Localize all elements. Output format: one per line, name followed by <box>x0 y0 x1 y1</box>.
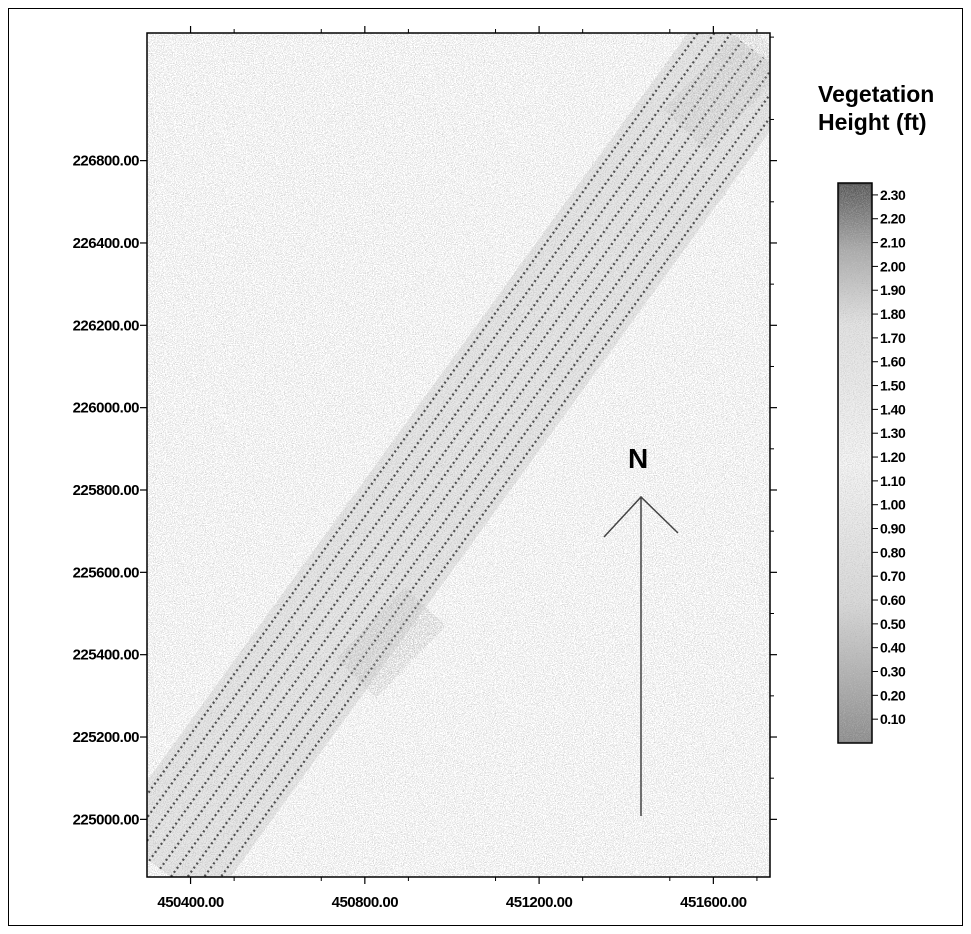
plot-area <box>146 32 771 878</box>
legend-tick-label: 1.50 <box>880 378 906 394</box>
y-tick-label: 226800.00 <box>73 153 140 170</box>
legend-ticks: 2.30 2.20 2.10 2.00 1.90 1.80 1.70 1.60 1.50 1.40… <box>872 187 906 727</box>
legend-colorbar-grain <box>840 185 870 741</box>
y-tick-label: 226200.00 <box>73 317 140 334</box>
legend-tick-label: 2.00 <box>880 258 906 274</box>
legend-tick-label: 2.10 <box>880 235 906 251</box>
legend-tick-label: 1.60 <box>880 354 906 370</box>
legend-tick-label: 0.10 <box>880 711 906 727</box>
legend-tick-label: 0.70 <box>880 568 906 584</box>
dense-vegetation-patch-ne <box>679 38 770 135</box>
crop-row <box>147 33 716 820</box>
crop-row <box>147 33 700 797</box>
legend-title-line1: Vegetation <box>818 81 934 107</box>
figure-frame <box>8 8 963 926</box>
legend-tick-label: 0.50 <box>880 616 906 632</box>
legend-title-line2: Height (ft) <box>818 109 927 135</box>
y-tick-label: 225800.00 <box>73 482 140 499</box>
legend-tick-label: 1.10 <box>880 473 906 489</box>
x-tick-label: 450400.00 <box>157 894 224 911</box>
north-label: N <box>628 443 648 474</box>
legend-tick-label: 0.90 <box>880 521 906 537</box>
crop-row <box>159 48 754 870</box>
y-tick-label: 225600.00 <box>73 564 140 581</box>
x-tick-label: 450800.00 <box>332 894 399 911</box>
legend-tick-label: 1.40 <box>880 401 906 417</box>
y-axis: 225000.00 225200.00 225400.00 225600.00 2258… <box>73 36 777 828</box>
legend-tick-label: 0.30 <box>880 664 906 680</box>
x-tick-label: 451600.00 <box>680 894 747 911</box>
x-axis: 450400.00 450800.00 451200.00 451600.00 <box>157 26 758 911</box>
y-tick-label: 225000.00 <box>73 811 140 828</box>
y-tick-label: 225400.00 <box>73 647 140 664</box>
legend-tick-label: 2.20 <box>880 211 906 227</box>
legend-tick-label: 1.00 <box>880 497 906 513</box>
north-arrow-icon <box>603 495 679 816</box>
legend-tick-label: 0.60 <box>880 592 906 608</box>
legend-tick-label: 1.30 <box>880 425 906 441</box>
dense-vegetation-patch <box>350 601 432 684</box>
y-tick-label: 226400.00 <box>73 235 140 252</box>
crop-row <box>202 92 770 877</box>
vegetation-strip <box>147 33 770 877</box>
color-legend: Vegetation Height (ft) 2.30 2.20 2.10 2.00 1… <box>818 81 934 744</box>
legend-tick-label: 0.40 <box>880 640 906 656</box>
y-tick-label: 226000.00 <box>73 400 140 417</box>
x-tick-label: 451200.00 <box>506 894 573 911</box>
legend-tick-label: 2.30 <box>880 187 906 203</box>
crop-row <box>186 69 770 877</box>
y-tick-label: 225200.00 <box>73 729 140 746</box>
crop-row <box>170 56 765 877</box>
legend-tick-label: 1.90 <box>880 282 906 298</box>
crop-row <box>147 33 732 843</box>
legend-tick-label: 0.20 <box>880 687 906 703</box>
legend-tick-label: 1.20 <box>880 449 906 465</box>
plot-border <box>146 32 771 878</box>
legend-tick-label: 1.80 <box>880 306 906 322</box>
legend-tick-label: 1.70 <box>880 330 906 346</box>
legend-tick-label: 0.80 <box>880 544 906 560</box>
crop-row <box>148 40 743 862</box>
north-arrow: N <box>603 443 679 816</box>
crop-row <box>219 115 770 877</box>
